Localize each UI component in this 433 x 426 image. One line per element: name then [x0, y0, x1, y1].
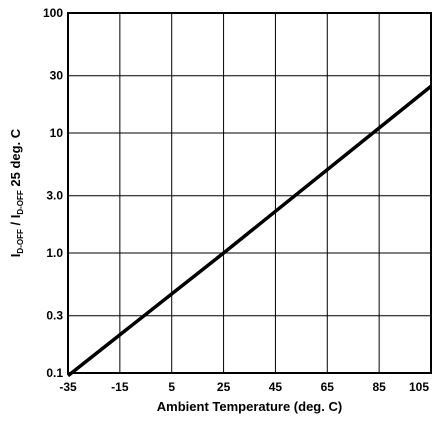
x-tick-label: 85 — [372, 380, 386, 394]
x-tick-label: 45 — [269, 380, 283, 394]
series-layer — [66, 84, 433, 378]
y-tick-label: 0.1 — [46, 366, 63, 380]
y-axis-title: ID-OFF / ID-OFF 25 deg. C — [8, 128, 25, 257]
x-tick-label: 105 — [409, 380, 429, 394]
x-tick-label: -35 — [59, 380, 77, 394]
x-axis-title: Ambient Temperature (deg. C) — [157, 399, 342, 414]
x-tick-label: 25 — [217, 380, 231, 394]
series-line — [66, 84, 433, 378]
x-tick-label: 5 — [168, 380, 175, 394]
y-axis-title-tail: 25 deg. C — [8, 128, 23, 190]
y-tick-label: 30 — [50, 69, 64, 83]
y-tick-label: 10 — [50, 126, 64, 140]
grid — [67, 12, 432, 374]
y-tick-label: 3.0 — [46, 189, 63, 203]
x-tick-labels: -35 -15 5 25 45 65 85 105 — [59, 380, 429, 394]
x-tick-label: 65 — [321, 380, 335, 394]
y-tick-label: 0.3 — [46, 309, 63, 323]
plot-frame — [67, 12, 432, 374]
y-tick-labels: 0.1 0.3 1.0 3.0 10 30 100 — [43, 6, 63, 380]
x-tick-label: -15 — [111, 380, 129, 394]
y-tick-label: 100 — [43, 6, 63, 20]
y-tick-label: 1.0 — [46, 246, 63, 260]
y-axis-title-sub2: D-OFF — [16, 190, 25, 215]
y-axis-title-sub1: D-OFF — [16, 229, 25, 254]
y-axis-title-i1: I — [8, 254, 23, 258]
y-axis-title-sep: / I — [8, 215, 23, 229]
